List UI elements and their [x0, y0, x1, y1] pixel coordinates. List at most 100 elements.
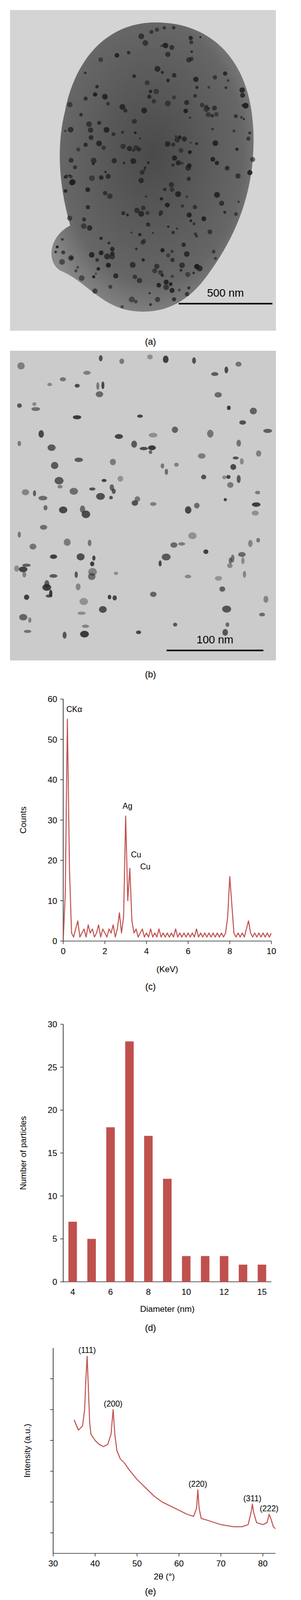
nanoparticle: [169, 288, 175, 294]
x-tick: [136, 1555, 138, 1559]
nanoparticle: [241, 557, 245, 565]
nanoparticle: [121, 211, 126, 216]
nanoparticle: [247, 170, 253, 176]
nanoparticle: [120, 143, 126, 150]
nanoparticle: [148, 292, 151, 295]
nanoparticle: [163, 284, 170, 291]
x-tick-label: 2: [102, 947, 107, 958]
nanoparticle: [158, 560, 162, 567]
y-tick-label: 10: [47, 897, 58, 908]
annotation: Ag: [122, 802, 133, 812]
nanoparticle: [233, 114, 238, 119]
nanoparticle: [139, 170, 145, 175]
nanoparticle: [19, 614, 28, 622]
nanoparticle: [59, 507, 68, 515]
nanoparticle: [193, 76, 199, 83]
nanoparticle: [136, 414, 143, 418]
nanoparticle: [230, 464, 237, 471]
y-tick: [60, 820, 64, 822]
nanoparticle: [219, 200, 225, 206]
nanoparticle: [104, 253, 111, 260]
nanoparticle: [212, 140, 219, 146]
nanoparticle: [222, 476, 226, 481]
nanoparticle: [138, 33, 144, 40]
y-tick-label: 0: [52, 937, 58, 948]
particle-cluster: [51, 22, 254, 313]
image-background: [10, 10, 276, 332]
nanoparticle: [74, 384, 80, 389]
nanoparticle: [163, 356, 169, 364]
nanoparticle: [167, 225, 170, 229]
nanoparticle: [76, 266, 79, 269]
nanoparticle: [47, 444, 56, 452]
nanoparticle: [111, 158, 117, 164]
nanoparticle: [31, 407, 40, 412]
y-tick: [60, 1240, 64, 1241]
nanoparticle: [102, 191, 108, 196]
nanoparticle: [50, 555, 58, 560]
nanoparticle: [96, 493, 106, 501]
nanoparticle: [96, 267, 101, 271]
nanoparticle: [73, 165, 78, 170]
nanoparticle: [178, 147, 184, 153]
nanoparticle: [101, 381, 105, 390]
nanoparticle: [235, 147, 239, 152]
nanoparticle: [227, 482, 234, 489]
x-tick-label: 15: [257, 1288, 267, 1299]
nanoparticle: [226, 406, 231, 411]
nanoparticle: [187, 150, 192, 155]
x-tick: [229, 942, 231, 946]
annotation: (111): [78, 1347, 96, 1357]
nanoparticle: [214, 112, 219, 117]
nanoparticle: [107, 193, 113, 200]
nanoparticle: [51, 462, 59, 470]
y-tick: [60, 1025, 64, 1026]
nanoparticle: [240, 116, 244, 120]
plot-area: [68, 1042, 266, 1284]
nanoparticle: [98, 355, 103, 362]
nanoparticle: [251, 502, 261, 508]
nanoparticle: [161, 71, 165, 75]
nanoparticle: [120, 130, 124, 134]
nanoparticle: [238, 552, 246, 558]
nanoparticle: [74, 269, 78, 273]
nanoparticle: [171, 163, 176, 168]
panel-label: (a): [144, 337, 157, 348]
nanoparticle: [226, 79, 230, 82]
nanoparticle: [63, 539, 71, 547]
y-tick: [60, 780, 64, 782]
nanoparticle: [94, 272, 97, 275]
nanoparticle: [80, 631, 90, 639]
nanoparticle: [54, 477, 64, 486]
nanoparticle: [88, 135, 94, 141]
nanoparticle: [171, 426, 179, 434]
nanoparticle: [207, 430, 214, 439]
nanoparticle: [74, 458, 83, 463]
nanoparticle: [235, 362, 242, 368]
nanoparticle: [239, 87, 245, 93]
nanoparticle: [166, 78, 170, 83]
nanoparticle: [184, 251, 190, 258]
nanoparticle: [183, 108, 189, 114]
x-tick-label: 10: [181, 1288, 192, 1299]
nanoparticle: [109, 496, 113, 500]
nanoparticle: [186, 212, 192, 218]
nanoparticle: [22, 564, 31, 568]
nanoparticle: [131, 440, 138, 448]
nanoparticle: [194, 503, 200, 510]
nanoparticle: [236, 440, 241, 448]
nanoparticle: [140, 240, 145, 245]
nanoparticle: [138, 233, 142, 237]
panel-label: (e): [144, 1588, 157, 1599]
nanoparticle: [24, 595, 30, 601]
nanoparticle: [153, 88, 160, 95]
y-tick-label: 50: [47, 735, 58, 746]
nanoparticle: [169, 282, 173, 286]
nanoparticle: [170, 250, 174, 254]
nanoparticle: [107, 241, 111, 245]
nanoparticle: [40, 525, 48, 531]
x-axis: [53, 1554, 276, 1556]
x-tick-label: 60: [174, 1560, 184, 1571]
nanoparticle: [198, 454, 206, 460]
nanoparticle: [184, 575, 192, 579]
